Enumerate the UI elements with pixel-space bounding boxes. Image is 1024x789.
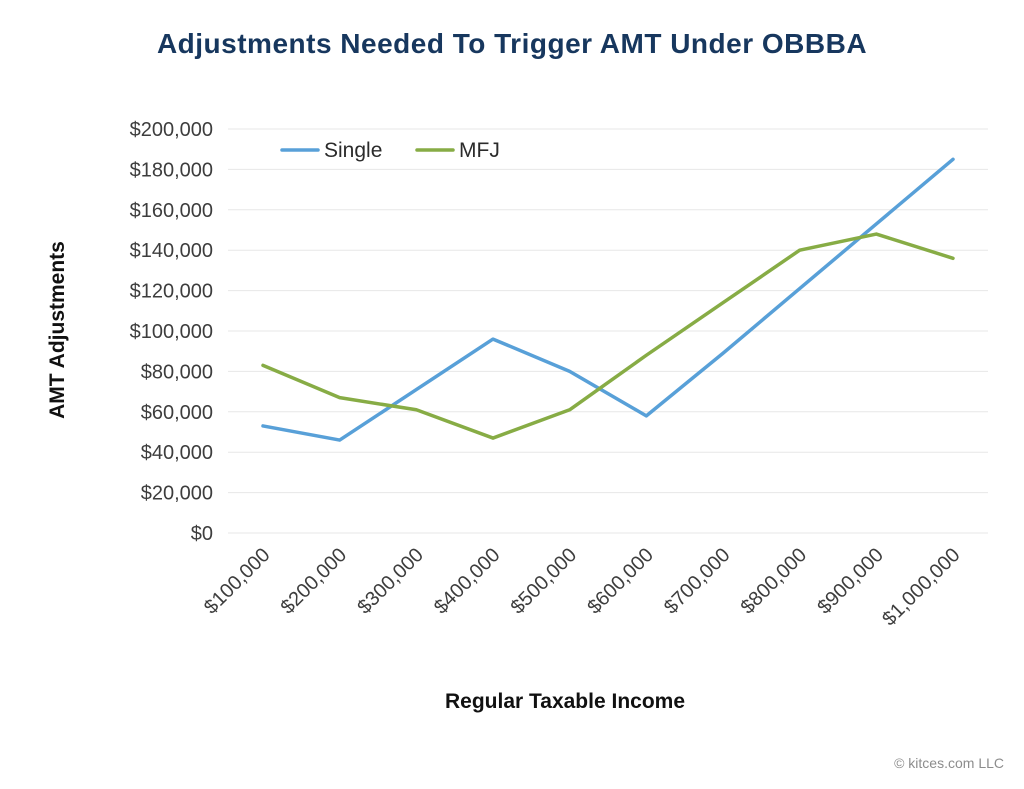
y-tick-label: $120,000: [130, 281, 213, 303]
legend-label-single: Single: [324, 139, 382, 162]
y-tick-label: $180,000: [130, 159, 213, 181]
x-tick-label: $300,000: [353, 544, 428, 619]
y-tick-label: $80,000: [141, 361, 213, 383]
x-tick-label: $800,000: [737, 544, 812, 619]
x-tick-label: $900,000: [813, 544, 888, 619]
x-tick-label: $100,000: [200, 544, 275, 619]
y-tick-label: $40,000: [141, 442, 213, 464]
x-tick-label: $500,000: [507, 544, 582, 619]
legend-label-mfj: MFJ: [459, 139, 500, 162]
x-tick-label: $400,000: [430, 544, 505, 619]
series-line-single: [261, 157, 955, 442]
y-axis-title: AMT Adjustments: [46, 241, 69, 419]
y-tick-label: $200,000: [130, 119, 213, 141]
y-tick-label: $20,000: [141, 483, 213, 505]
x-tick-label: $700,000: [660, 544, 735, 619]
x-tick-label: $1,000,000: [878, 544, 964, 630]
y-tick-label: $60,000: [141, 402, 213, 424]
x-tick-label: $600,000: [583, 544, 658, 619]
y-tick-label: $140,000: [130, 240, 213, 262]
copyright-credit: © kitces.com LLC: [894, 755, 1004, 771]
x-tick-label: $200,000: [277, 544, 352, 619]
y-tick-label: $100,000: [130, 321, 213, 343]
y-tick-label: $160,000: [130, 200, 213, 222]
chart-title: Adjustments Needed To Trigger AMT Under …: [156, 28, 868, 59]
y-tick-label: $0: [191, 523, 213, 545]
series-line-mfj: [261, 232, 955, 440]
x-axis-title: Regular Taxable Income: [444, 690, 686, 713]
